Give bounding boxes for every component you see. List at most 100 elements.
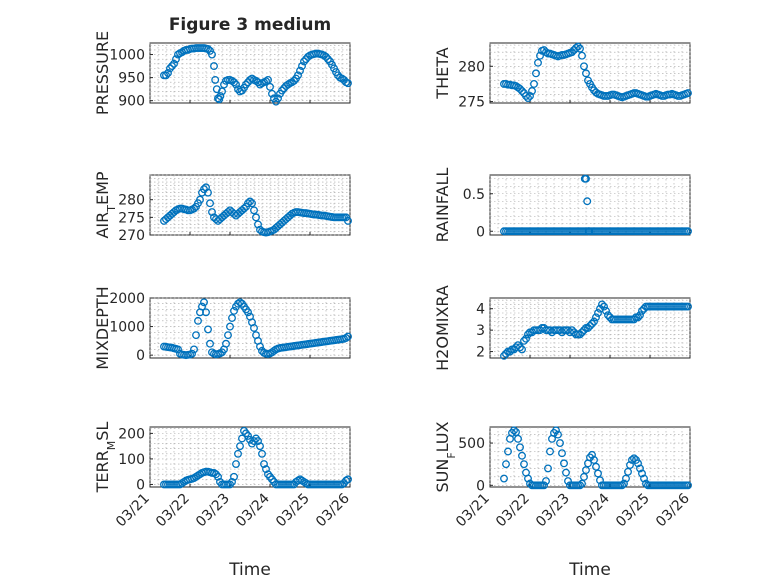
data-point [174,345,182,354]
data-point [640,474,648,483]
data-point [542,477,550,486]
data-point [500,351,508,360]
x-tick-label: 03/24 [233,490,273,530]
data-point [516,84,524,93]
data-point [188,349,196,358]
data-point [532,69,540,78]
data-point [210,62,218,71]
x-tick-label: 03/24 [573,490,613,530]
data-point [300,57,308,66]
data-point [344,332,352,341]
data-point [256,342,264,351]
data-point [578,328,586,337]
data-point [214,472,222,481]
data-point [218,87,226,96]
y-axis-label: SUNFLUX [433,421,458,492]
data-point [522,334,530,343]
data-point [684,302,692,311]
data-point [260,460,268,468]
data-point [596,476,604,485]
data-point [222,339,230,348]
data-point [524,330,532,339]
y-tick-label: 1000 [109,320,145,336]
data-point [298,62,306,71]
data-point [256,442,264,451]
data-point [211,75,220,84]
data-point [590,456,598,464]
data-point [246,197,254,206]
data-point [578,479,586,488]
data-point [562,468,570,477]
y-tick-label: 4 [476,302,485,318]
data-point [638,469,646,478]
data-point [190,204,198,213]
data-point [576,481,584,490]
data-point [236,442,244,451]
y-tick-label: 0 [476,224,485,240]
x-tick-label: 03/22 [153,491,193,531]
x-tick-label: 03/23 [533,491,573,531]
data-point [342,334,350,342]
axes-box [489,174,691,236]
y-tick-label: 270 [118,228,145,244]
data-point [564,477,572,486]
y-tick-label: 200 [118,426,145,442]
data-point [516,443,524,452]
data-point [262,77,270,86]
y-axis-label: TERRMSL [93,422,118,494]
data-point [510,426,518,435]
series-markers [500,300,692,360]
data-point [530,79,538,88]
data-point [266,82,274,91]
data-point [594,469,602,478]
data-point [534,58,542,67]
data-point [506,347,514,356]
data-point [576,44,584,53]
data-point [580,62,588,71]
data-point [236,298,244,307]
data-point [522,91,530,100]
data-point [230,472,238,481]
y-tick-label: 100 [118,452,145,468]
data-point [578,51,586,60]
data-point [166,64,174,73]
data-point [588,450,596,459]
data-point [524,474,532,483]
data-point [556,439,564,448]
data-point [198,302,206,311]
y-tick-label: 275 [458,95,485,111]
y-tick-label: 1000 [109,48,145,64]
data-point [256,80,264,89]
data-point [684,227,692,236]
data-point [582,466,590,475]
data-point [540,481,548,490]
data-point [190,345,198,354]
data-point [592,313,600,322]
data-point [514,434,522,443]
data-point [568,326,576,335]
data-point [242,80,250,89]
data-point [518,345,526,354]
data-point [546,447,554,456]
data-point [520,460,528,469]
data-point [204,45,212,53]
data-point [192,331,200,340]
data-point [206,199,214,208]
axes-box [489,297,691,359]
data-point [344,475,352,484]
data-point [504,447,512,456]
y-axis-label: PRESSURE [93,31,112,115]
data-point [636,464,644,473]
data-point [602,306,610,315]
data-point [592,462,600,471]
y-tick-label: 280 [458,59,485,75]
figure-title: Figure 3 medium [169,15,331,35]
data-point [516,343,524,352]
data-point [624,467,632,476]
data-point [574,42,582,51]
x-tick-label: 03/25 [613,491,653,531]
data-point [214,94,222,103]
data-point [240,204,248,213]
data-point [594,309,602,317]
